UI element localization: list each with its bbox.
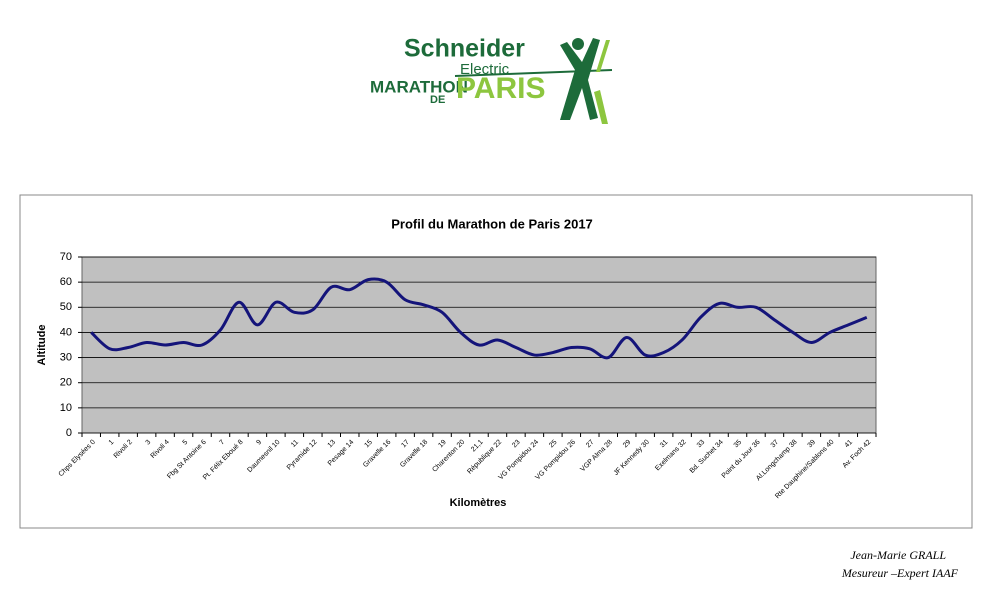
x-tick-label: 33 (696, 439, 707, 450)
x-axis-label: Kilomètres (450, 497, 507, 509)
logo-runner (560, 38, 600, 120)
x-tick-label: 25 (548, 439, 559, 450)
x-tick-label: 13 (327, 439, 338, 450)
logo-de: DE (430, 94, 445, 106)
x-tick-label: 39 (807, 439, 818, 450)
footer-author: Jean-Marie GRALL (850, 548, 946, 562)
logo-city: PARIS (456, 72, 545, 105)
y-axis-label: Altitude (36, 325, 48, 366)
x-tick-label: 41 (844, 439, 855, 450)
x-tick-label: 27 (585, 439, 596, 450)
x-tick-label: 7 (218, 439, 226, 447)
logo: Schneider Electric MARATHON DE PARIS (370, 35, 613, 124)
x-tick-label: 17 (400, 439, 411, 450)
x-tick-label: 29 (622, 439, 633, 450)
y-tick-label: 40 (60, 326, 72, 338)
x-tick-label: 11 (290, 439, 300, 449)
x-tick-label: 23 (511, 439, 522, 450)
y-tick-label: 50 (60, 301, 72, 313)
y-tick-label: 0 (66, 427, 72, 439)
x-tick-label: 1 (108, 439, 116, 447)
x-tick-label: 9 (255, 439, 263, 447)
y-tick-label: 70 (60, 251, 72, 263)
logo-event: MARATHON (370, 77, 468, 96)
logo-brand: Schneider (404, 35, 525, 63)
y-tick-label: 10 (60, 402, 72, 414)
x-tick-label: 3 (145, 439, 153, 447)
chart-title: Profil du Marathon de Paris 2017 (391, 216, 593, 231)
y-tick-label: 20 (60, 377, 72, 389)
footer-role: Mesureur –Expert IAAF (841, 566, 959, 580)
logo-stripe (594, 40, 610, 124)
x-tick-label: 5 (182, 439, 190, 447)
x-tick-label: 35 (733, 439, 744, 450)
x-tick-label: 31 (659, 439, 670, 450)
x-tick-label: 19 (437, 439, 448, 450)
altitude-line (90, 277, 868, 360)
x-tick-label: 15 (363, 439, 374, 450)
y-tick-label: 60 (60, 276, 72, 288)
logo-head (572, 38, 584, 50)
x-tick-label: 37 (770, 439, 781, 450)
y-tick-label: 30 (60, 351, 72, 363)
